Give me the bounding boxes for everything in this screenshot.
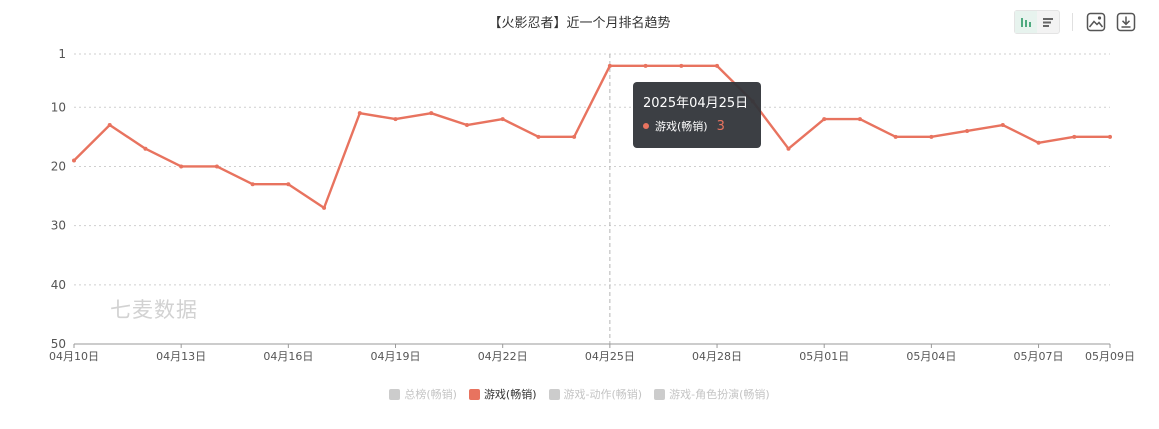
bar-list-icon[interactable] <box>1037 11 1059 33</box>
y-tick-label: 10 <box>51 100 66 114</box>
data-point <box>536 134 541 139</box>
x-tick-label: 04月10日 <box>49 350 99 363</box>
series-line <box>73 64 1110 210</box>
data-point <box>250 182 255 187</box>
x-axis: 04月10日 04月13日 04月16日 04月19日 04月22日 04月25日 04月2… <box>49 343 1135 363</box>
legend-swatch <box>548 388 560 400</box>
legend-item-action-games[interactable]: 游戏-动作(畅销) <box>548 386 643 402</box>
data-point <box>965 128 970 133</box>
data-point <box>393 117 398 122</box>
data-point <box>357 111 362 116</box>
chart-grid <box>74 53 1110 344</box>
data-point <box>893 134 898 139</box>
x-tick-label: 05月01日 <box>799 350 849 363</box>
data-point <box>572 134 577 139</box>
tooltip-value: 3 <box>716 118 725 134</box>
series-layer <box>72 63 1112 210</box>
x-tick-label: 04月22日 <box>478 350 528 363</box>
data-point <box>1000 123 1005 128</box>
chart-tooltip: 2025年04月25日 游戏(畅销) 3 <box>633 82 761 148</box>
toolbar-divider <box>1072 13 1073 31</box>
view-toggle <box>1014 10 1060 34</box>
data-point <box>1036 140 1041 145</box>
data-point <box>857 117 862 122</box>
watermark-text: 七麦数据 <box>110 298 198 322</box>
x-tick-label: 04月28日 <box>692 350 742 363</box>
y-axis-ticks: 1 10 20 30 40 50 <box>51 47 66 351</box>
legend-label: 游戏-角色扮演(畅销) <box>669 388 770 401</box>
x-tick-label: 05月07日 <box>1014 350 1064 363</box>
x-tick-label: 05月04日 <box>906 350 956 363</box>
data-point <box>143 146 148 151</box>
download-icon[interactable] <box>1115 11 1137 33</box>
data-point <box>786 146 791 151</box>
data-point <box>286 182 291 187</box>
data-point <box>679 63 684 68</box>
data-point <box>179 164 184 169</box>
x-tick-label: 04月25日 <box>585 350 635 363</box>
data-point <box>464 123 469 128</box>
line-chart-icon[interactable] <box>1015 11 1037 33</box>
data-point <box>500 117 505 122</box>
data-point <box>929 134 934 139</box>
x-tick-label: 04月19日 <box>371 350 421 363</box>
data-point <box>607 63 612 68</box>
legend-swatch <box>389 388 401 400</box>
legend-item-total[interactable]: 总榜(畅销) <box>389 386 457 402</box>
legend-swatch <box>654 388 666 400</box>
chart-toolbar <box>1014 10 1137 34</box>
tooltip-series-dot <box>643 123 649 129</box>
legend-item-games[interactable]: 游戏(畅销) <box>468 386 537 402</box>
image-download-icon[interactable] <box>1085 11 1107 33</box>
data-point <box>715 63 720 68</box>
data-point <box>1108 134 1112 139</box>
chart-legend: 总榜(畅销) 游戏(畅销) 游戏-动作(畅销) 游戏-角色扮演(畅销) <box>0 386 1159 402</box>
x-tick-label: 04月13日 <box>156 350 206 363</box>
data-point <box>643 63 648 68</box>
x-tick-label: 04月16日 <box>263 350 313 363</box>
data-point <box>322 205 327 210</box>
y-tick-label: 50 <box>51 337 66 351</box>
legend-label: 游戏-动作(畅销) <box>563 388 643 401</box>
tooltip-series-name: 游戏(畅销) <box>655 120 708 133</box>
legend-label: 总榜(畅销) <box>404 388 457 401</box>
data-point <box>822 117 827 122</box>
data-point <box>107 123 112 128</box>
data-point <box>72 158 76 163</box>
legend-swatch <box>468 388 480 400</box>
y-tick-label: 40 <box>51 278 66 292</box>
tooltip-date: 2025年04月25日 <box>643 96 749 111</box>
data-point <box>214 164 219 169</box>
x-tick-label: 05月09日 <box>1085 350 1135 363</box>
legend-label: 游戏(畅销) <box>483 388 537 401</box>
legend-item-rpg-games[interactable]: 游戏-角色扮演(畅销) <box>654 386 770 402</box>
data-point <box>429 111 434 116</box>
chart-title: 【火影忍者】近一个月排名趋势 <box>488 16 671 31</box>
y-tick-label: 20 <box>51 159 66 173</box>
data-point <box>1072 134 1077 139</box>
y-tick-label: 1 <box>58 47 66 61</box>
y-tick-label: 30 <box>51 219 66 233</box>
